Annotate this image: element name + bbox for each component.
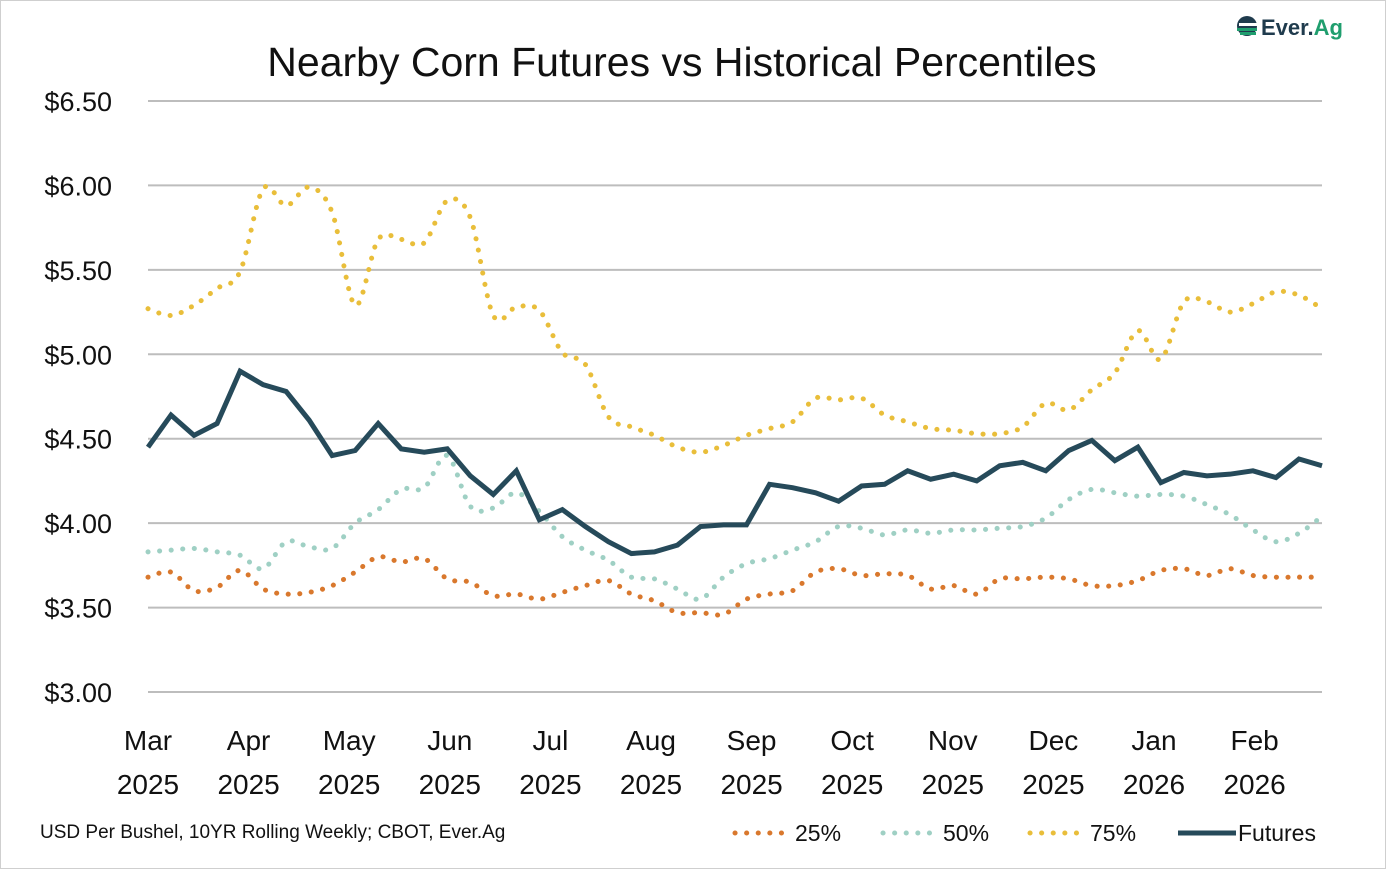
x-tick-year: 2026 xyxy=(1223,769,1285,800)
x-tick-month: Nov xyxy=(928,725,978,756)
legend-item: 50% xyxy=(880,820,989,846)
x-tick-month: Jul xyxy=(533,725,569,756)
x-tick-month: Feb xyxy=(1230,725,1278,756)
series-line xyxy=(145,183,1325,455)
x-tick-year: 2025 xyxy=(720,769,782,800)
y-tick-label: $6.00 xyxy=(44,171,112,201)
legend-label: Futures xyxy=(1238,820,1316,846)
y-tick-label: $5.50 xyxy=(44,256,112,286)
x-tick-month: Oct xyxy=(830,725,874,756)
x-tick-month: Jun xyxy=(427,725,472,756)
legend: 25% 50% 75% Futures xyxy=(732,820,1316,846)
logo-mark-icon xyxy=(1237,16,1257,36)
x-tick-year: 2025 xyxy=(519,769,581,800)
series-futures xyxy=(145,367,1323,557)
svg-text:Ever.Ag: Ever.Ag xyxy=(1261,15,1343,40)
legend-item: Futures xyxy=(1178,820,1316,846)
x-tick-month: Jan xyxy=(1131,725,1176,756)
x-tick-year: 2025 xyxy=(620,769,682,800)
x-tick-year: 2025 xyxy=(922,769,984,800)
x-tick-month: Dec xyxy=(1029,725,1079,756)
legend-label: 75% xyxy=(1090,820,1136,846)
x-tick-month: May xyxy=(323,725,376,756)
x-tick-month: Aug xyxy=(626,725,676,756)
x-tick-year: 2025 xyxy=(217,769,279,800)
y-tick-label: $3.00 xyxy=(44,678,112,708)
series-line xyxy=(145,453,1325,602)
legend-label: 50% xyxy=(943,820,989,846)
x-tick-month: Sep xyxy=(727,725,777,756)
y-tick-label: $5.00 xyxy=(44,340,112,370)
series-50pct xyxy=(145,453,1325,602)
x-tick-year: 2025 xyxy=(117,769,179,800)
y-tick-label: $4.50 xyxy=(44,425,112,455)
chart-title: Nearby Corn Futures vs Historical Percen… xyxy=(267,39,1096,85)
x-tick-month: Apr xyxy=(227,725,271,756)
source-note: USD Per Bushel, 10YR Rolling Weekly; CBO… xyxy=(40,822,505,843)
legend-item: 25% xyxy=(732,820,841,846)
series-75pct xyxy=(145,183,1325,455)
x-tick-year: 2025 xyxy=(419,769,481,800)
x-tick-year: 2026 xyxy=(1123,769,1185,800)
x-tick-year: 2025 xyxy=(1022,769,1084,800)
x-tick-year: 2025 xyxy=(318,769,380,800)
legend-item: 75% xyxy=(1027,820,1136,846)
y-tick-label: $3.50 xyxy=(44,594,112,624)
x-tick-year: 2025 xyxy=(821,769,883,800)
x-tick-month: Mar xyxy=(124,725,172,756)
series-line xyxy=(145,554,1325,618)
legend-label: 25% xyxy=(795,820,841,846)
y-tick-label: $4.00 xyxy=(44,509,112,539)
logo: Ever.Ag xyxy=(1237,15,1343,40)
series-line xyxy=(145,367,1323,557)
series-25pct xyxy=(145,554,1325,618)
y-tick-label: $6.50 xyxy=(44,87,112,117)
